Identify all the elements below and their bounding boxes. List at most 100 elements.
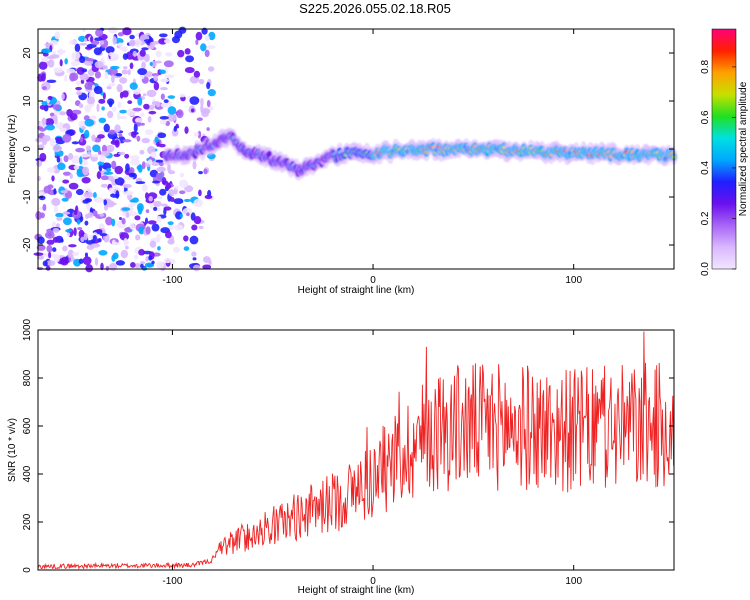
heatmap-noise-blob bbox=[202, 264, 212, 270]
heatmap-noise-blob bbox=[184, 48, 191, 55]
heatmap-noise-blob bbox=[175, 185, 179, 190]
heatmap-noise-blob bbox=[192, 264, 201, 272]
heatmap-noise-blob bbox=[158, 143, 166, 148]
heatmap-noise-blob bbox=[193, 198, 203, 208]
heatmap-noise-blob bbox=[73, 227, 77, 237]
heatmap-noise-blob bbox=[128, 39, 136, 47]
heatmap-noise-blob bbox=[142, 93, 147, 97]
heatmap-noise-blob bbox=[170, 196, 175, 203]
heatmap-noise-blob bbox=[52, 236, 60, 243]
heatmap-noise-blob bbox=[115, 190, 120, 199]
heatmap-noise-blob bbox=[127, 100, 133, 105]
heatmap-noise-blob bbox=[68, 39, 78, 45]
heatmap-noise-blob bbox=[117, 32, 124, 37]
heatmap-noise-blob bbox=[129, 34, 135, 40]
heatmap-noise-blob bbox=[80, 236, 85, 243]
heatmap-noise-blob bbox=[52, 247, 57, 252]
heatmap-noise-blob bbox=[71, 141, 80, 145]
heatmap-noise-blob bbox=[62, 245, 68, 252]
heatmap-noise-blob bbox=[165, 52, 173, 57]
heatmap-noise-blob bbox=[82, 256, 92, 265]
heatmap-noise-blob bbox=[165, 182, 171, 190]
heatmap-noise-blob bbox=[78, 258, 84, 264]
heatmap-noise-blob bbox=[55, 136, 63, 142]
heatmap-noise-blob bbox=[53, 188, 57, 195]
snr-x-tick-label: 0 bbox=[370, 576, 376, 587]
heatmap-noise-blob bbox=[106, 167, 112, 172]
heatmap-noise-blob bbox=[159, 188, 167, 196]
heatmap-noise-blob bbox=[163, 99, 169, 103]
heatmap-noise-blob bbox=[206, 127, 210, 132]
heatmap-noise-blob bbox=[121, 217, 126, 225]
heatmap-noise-blob bbox=[37, 126, 44, 130]
heatmap-noise-blob bbox=[107, 202, 117, 206]
heatmap-noise-blob bbox=[135, 234, 141, 241]
heatmap-noise-blob bbox=[44, 231, 55, 239]
heatmap-noise-blob bbox=[79, 136, 84, 143]
heatmap-noise-blob bbox=[111, 160, 117, 170]
heatmap-noise-blob bbox=[93, 47, 103, 56]
heatmap-noise-blob bbox=[38, 195, 46, 201]
heatmap-noise-blob bbox=[122, 66, 128, 70]
heatmap-noise-blob bbox=[72, 251, 80, 257]
heatmap-noise-blob bbox=[137, 68, 147, 76]
heatmap-noise-blob bbox=[112, 36, 117, 45]
heatmap-noise-blob bbox=[46, 244, 53, 253]
heatmap-noise-blob bbox=[159, 33, 168, 38]
heatmap-noise-blob bbox=[173, 198, 184, 205]
heatmap-noise-blob bbox=[41, 86, 47, 90]
heatmap-noise-blob bbox=[139, 261, 146, 265]
heatmap-noise-blob bbox=[118, 133, 123, 138]
heatmap-noise-blob bbox=[49, 138, 55, 147]
heatmap-noise-blob bbox=[149, 41, 155, 50]
heatmap-noise-blob bbox=[117, 42, 124, 47]
heatmap-noise-blob bbox=[189, 96, 200, 105]
heatmap-noise-blob bbox=[60, 256, 69, 266]
heatmap-noise-blob bbox=[47, 59, 55, 68]
heatmap-noise-blob bbox=[190, 108, 195, 113]
snr-y-tick-label: 0 bbox=[22, 567, 33, 573]
heatmap-noise-blob bbox=[85, 264, 94, 273]
heatmap-noise-blob bbox=[91, 134, 96, 142]
heatmap-noise-blob bbox=[143, 103, 150, 110]
heatmap-noise-blob bbox=[141, 61, 146, 70]
heatmap-noise-blob bbox=[206, 81, 211, 90]
heatmap-noise-blob bbox=[124, 240, 130, 245]
heatmap-noise-blob bbox=[46, 260, 56, 266]
heatmap-noise-blob bbox=[108, 26, 118, 34]
heatmap-noise-blob bbox=[46, 79, 57, 83]
heatmap-noise-blob bbox=[191, 251, 197, 257]
heatmap-noise-blob bbox=[137, 96, 143, 106]
heatmap-noise-blob bbox=[149, 202, 154, 210]
heatmap-noise-blob bbox=[176, 109, 184, 119]
heatmap-noise-blob bbox=[90, 243, 101, 248]
heatmap-noise-blob bbox=[143, 39, 153, 43]
colorbar-gradient bbox=[712, 29, 736, 269]
snr-y-tick-label: 1000 bbox=[22, 318, 33, 341]
heatmap-noise-blob bbox=[87, 212, 94, 218]
heatmap-noise-blob bbox=[79, 55, 86, 64]
heatmap-noise-blob bbox=[71, 51, 81, 61]
heatmap-noise-blob bbox=[35, 211, 42, 220]
heatmap-noise-blob bbox=[119, 77, 128, 84]
heatmap-noise-blob bbox=[109, 262, 118, 271]
heatmap-noise-blob bbox=[51, 175, 55, 182]
heatmap-noise-blob bbox=[86, 202, 91, 211]
heatmap-noise-blob bbox=[139, 74, 145, 80]
heatmap-noise-blob bbox=[153, 81, 160, 91]
heatmap-noise-blob bbox=[52, 104, 61, 110]
heatmap-noise-blob bbox=[156, 261, 165, 269]
heatmap-noise-blob bbox=[151, 223, 160, 232]
heatmap-noise-blob bbox=[175, 123, 179, 128]
heatmap-noise-blob bbox=[107, 83, 116, 87]
heatmap-noise-blob bbox=[140, 263, 144, 269]
heatmap-noise-blob bbox=[128, 167, 135, 174]
heatmap-noise-blob bbox=[164, 38, 171, 44]
heatmap-noise-blob bbox=[121, 90, 129, 98]
heatmap-noise-blob bbox=[45, 266, 51, 271]
heatmap-noise-blob bbox=[80, 79, 85, 84]
heatmap-noise-blob bbox=[159, 69, 166, 75]
heatmap-noise-blob bbox=[185, 55, 195, 63]
heatmap-y-tick-label: -10 bbox=[22, 189, 33, 204]
